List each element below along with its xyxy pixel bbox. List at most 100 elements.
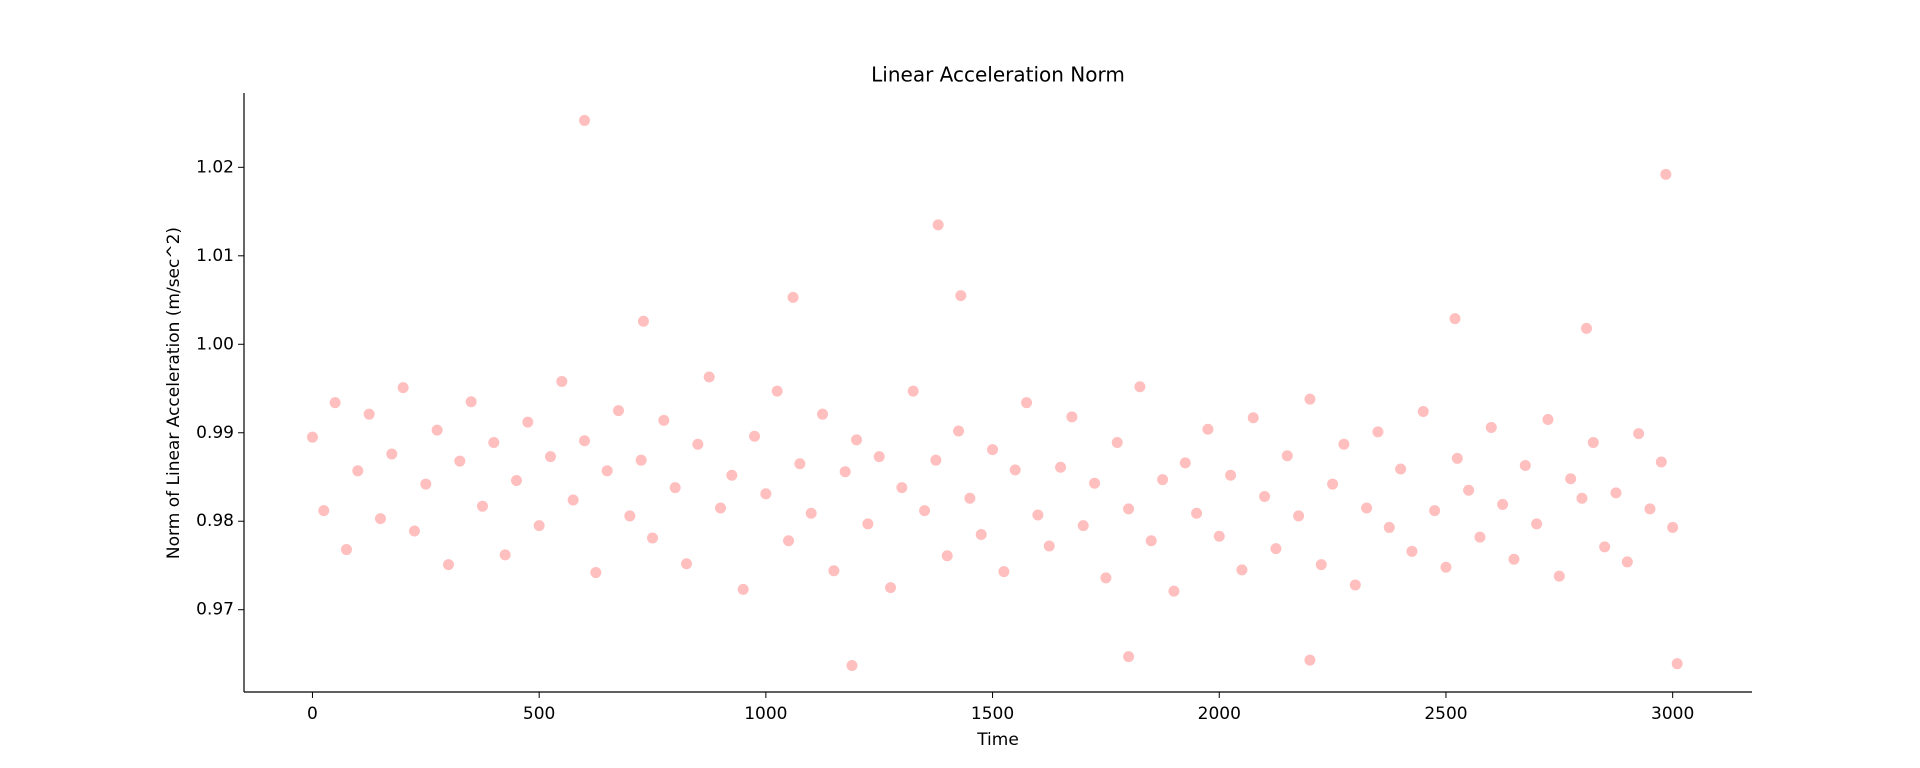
scatter-point bbox=[1598, 540, 1612, 554]
scatter-point bbox=[1020, 396, 1034, 410]
x-tick-label: 2500 bbox=[1424, 704, 1467, 724]
scatter-point bbox=[362, 407, 376, 421]
scatter-point bbox=[1326, 477, 1340, 491]
scatter-point bbox=[714, 501, 728, 515]
scatter-point bbox=[1394, 462, 1408, 476]
scatter-point bbox=[770, 384, 784, 398]
scatter-point bbox=[1473, 530, 1487, 544]
scatter-point bbox=[407, 524, 421, 538]
scatter-point bbox=[373, 512, 387, 526]
scatter-point bbox=[578, 113, 592, 127]
scatter-point bbox=[543, 450, 557, 464]
scatter-point bbox=[1054, 460, 1068, 474]
scatter-point bbox=[1371, 425, 1385, 439]
scatter-point bbox=[838, 465, 852, 479]
scatter-point bbox=[623, 509, 637, 523]
scatter-point bbox=[1122, 502, 1136, 516]
scatter-point bbox=[1065, 410, 1079, 424]
scatter-point bbox=[1144, 534, 1158, 548]
scatter-point bbox=[1303, 392, 1317, 406]
scatter-point bbox=[566, 493, 580, 507]
scatter-point bbox=[430, 423, 444, 437]
scatter-point bbox=[1292, 509, 1306, 523]
scatter-point bbox=[555, 374, 569, 388]
scatter-point bbox=[680, 557, 694, 571]
scatter-point bbox=[804, 506, 818, 520]
y-tick-label: 0.98 bbox=[196, 511, 234, 531]
scatter-point bbox=[691, 437, 705, 451]
scatter-point bbox=[827, 564, 841, 578]
scatter-point bbox=[1580, 321, 1594, 335]
scatter-point bbox=[612, 404, 626, 418]
scatter-point bbox=[1541, 412, 1555, 426]
scatter-point bbox=[1620, 555, 1634, 569]
scatter-point bbox=[748, 429, 762, 443]
scatter-point bbox=[884, 581, 898, 595]
scatter-point bbox=[1448, 312, 1462, 326]
scatter-point bbox=[895, 481, 909, 495]
scatter-point bbox=[487, 435, 501, 449]
scatter-point bbox=[385, 447, 399, 461]
x-tick-label: 2000 bbox=[1198, 704, 1241, 724]
scatter-point bbox=[1575, 491, 1589, 505]
scatter-point bbox=[1507, 552, 1521, 566]
scatter-point bbox=[317, 504, 331, 518]
scatter-point bbox=[1337, 437, 1351, 451]
scatter-point bbox=[736, 582, 750, 596]
scatter-point bbox=[1314, 558, 1328, 572]
scatter-point bbox=[441, 558, 455, 572]
scatter-point bbox=[453, 454, 467, 468]
scatter-point bbox=[1110, 435, 1124, 449]
scatter-point bbox=[1643, 502, 1657, 516]
scatter-point bbox=[1632, 427, 1646, 441]
scatter-point bbox=[1269, 542, 1283, 556]
scatter-point bbox=[475, 499, 489, 513]
scatter-point bbox=[521, 415, 535, 429]
scatter-point bbox=[1496, 497, 1510, 511]
scatter-point bbox=[952, 424, 966, 438]
scatter-point bbox=[1235, 563, 1249, 577]
scatter-point bbox=[600, 464, 614, 478]
scatter-point bbox=[872, 450, 886, 464]
scatter-point bbox=[1156, 473, 1170, 487]
scatter-point bbox=[997, 565, 1011, 579]
scatter-point bbox=[1382, 520, 1396, 534]
scatter-point bbox=[1076, 519, 1090, 533]
chart-title: Linear Acceleration Norm bbox=[871, 63, 1125, 87]
y-axis-label: Norm of Linear Acceleration (m/sec^2) bbox=[164, 227, 184, 559]
scatter-point bbox=[1405, 544, 1419, 558]
scatter-point bbox=[1416, 405, 1430, 419]
scatter-point bbox=[986, 443, 1000, 457]
y-tick-label: 0.99 bbox=[196, 423, 234, 443]
scatter-point bbox=[1031, 508, 1045, 522]
scatter-point bbox=[929, 453, 943, 467]
scatter-point bbox=[578, 434, 592, 448]
scatter-point bbox=[1530, 517, 1544, 531]
scatter-point bbox=[1224, 468, 1238, 482]
scatter-point bbox=[1348, 578, 1362, 592]
scatter-point bbox=[498, 548, 512, 562]
scatter-point bbox=[509, 474, 523, 488]
scatter-point bbox=[1609, 486, 1623, 500]
scatter-point bbox=[702, 370, 716, 384]
scatter-point bbox=[1201, 422, 1215, 436]
scatter-point bbox=[1008, 463, 1022, 477]
scatter-point bbox=[845, 658, 859, 672]
scatter-point bbox=[1552, 569, 1566, 583]
x-tick-label: 1500 bbox=[971, 704, 1014, 724]
scatter-point bbox=[328, 396, 342, 410]
scatter-point bbox=[532, 519, 546, 533]
scatter-point bbox=[931, 218, 945, 232]
scatter-point bbox=[1212, 529, 1226, 543]
y-tick-label: 0.97 bbox=[196, 600, 234, 620]
scatter-point bbox=[940, 549, 954, 563]
scatter-point bbox=[1303, 653, 1317, 667]
scatter-point bbox=[1246, 411, 1260, 425]
scatter-point bbox=[786, 290, 800, 304]
scatter-point bbox=[1088, 476, 1102, 490]
scatter-point bbox=[725, 468, 739, 482]
scatter-point bbox=[759, 487, 773, 501]
scatter-point bbox=[646, 531, 660, 545]
scatter-point bbox=[1190, 506, 1204, 520]
